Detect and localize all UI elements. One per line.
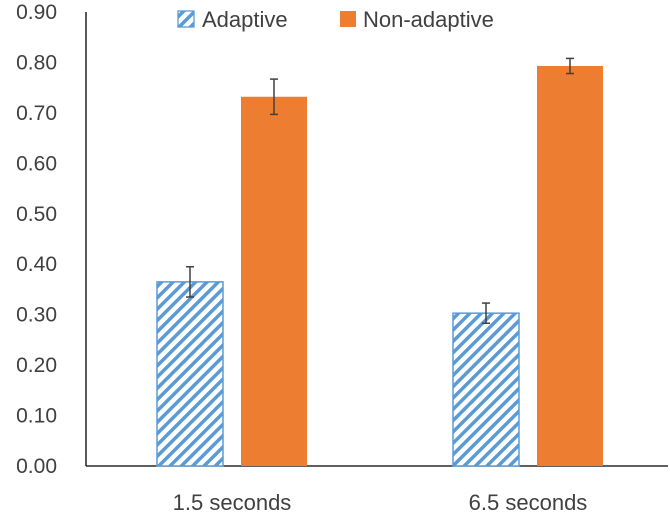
legend-item: Adaptive xyxy=(177,7,288,32)
error-bar xyxy=(566,57,574,75)
legend-label: Non-adaptive xyxy=(363,7,494,32)
error-bars xyxy=(186,57,574,324)
error-bar xyxy=(270,78,278,116)
bar-adaptive-1 xyxy=(156,281,224,467)
legend-swatch xyxy=(340,11,356,27)
y-axis-ticks: 0.00 0.10 0.20 0.30 0.40 0.50 0.60 0.70 0.80 0.90 xyxy=(16,1,57,478)
y-tick-label: 0.70 xyxy=(16,102,57,125)
legend-swatch xyxy=(177,10,195,28)
x-category-label: 1.5 seconds xyxy=(173,490,292,515)
y-tick-label: 0.00 xyxy=(16,455,57,478)
bar-non-adaptive-2 xyxy=(537,65,603,466)
y-tick-label: 0.90 xyxy=(16,1,57,24)
chart-bars xyxy=(156,65,603,467)
error-bar xyxy=(482,302,490,324)
legend-item: Non-adaptive xyxy=(340,7,494,32)
legend: Adaptive Non-adaptive xyxy=(177,7,494,32)
legend-label: Adaptive xyxy=(202,7,288,32)
y-tick-label: 0.30 xyxy=(16,304,57,327)
y-tick-label: 0.50 xyxy=(16,203,57,226)
y-tick-label: 0.60 xyxy=(16,152,57,175)
x-category-label: 6.5 seconds xyxy=(469,490,588,515)
x-axis-labels: 1.5 seconds 6.5 seconds xyxy=(173,490,588,515)
y-tick-label: 0.20 xyxy=(16,354,57,377)
bar-adaptive-2 xyxy=(452,312,520,467)
y-tick-label: 0.10 xyxy=(16,405,57,428)
y-tick-label: 0.80 xyxy=(16,51,57,74)
y-tick-label: 0.40 xyxy=(16,253,57,276)
bar-non-adaptive-1 xyxy=(241,96,307,466)
error-bar xyxy=(186,265,194,298)
